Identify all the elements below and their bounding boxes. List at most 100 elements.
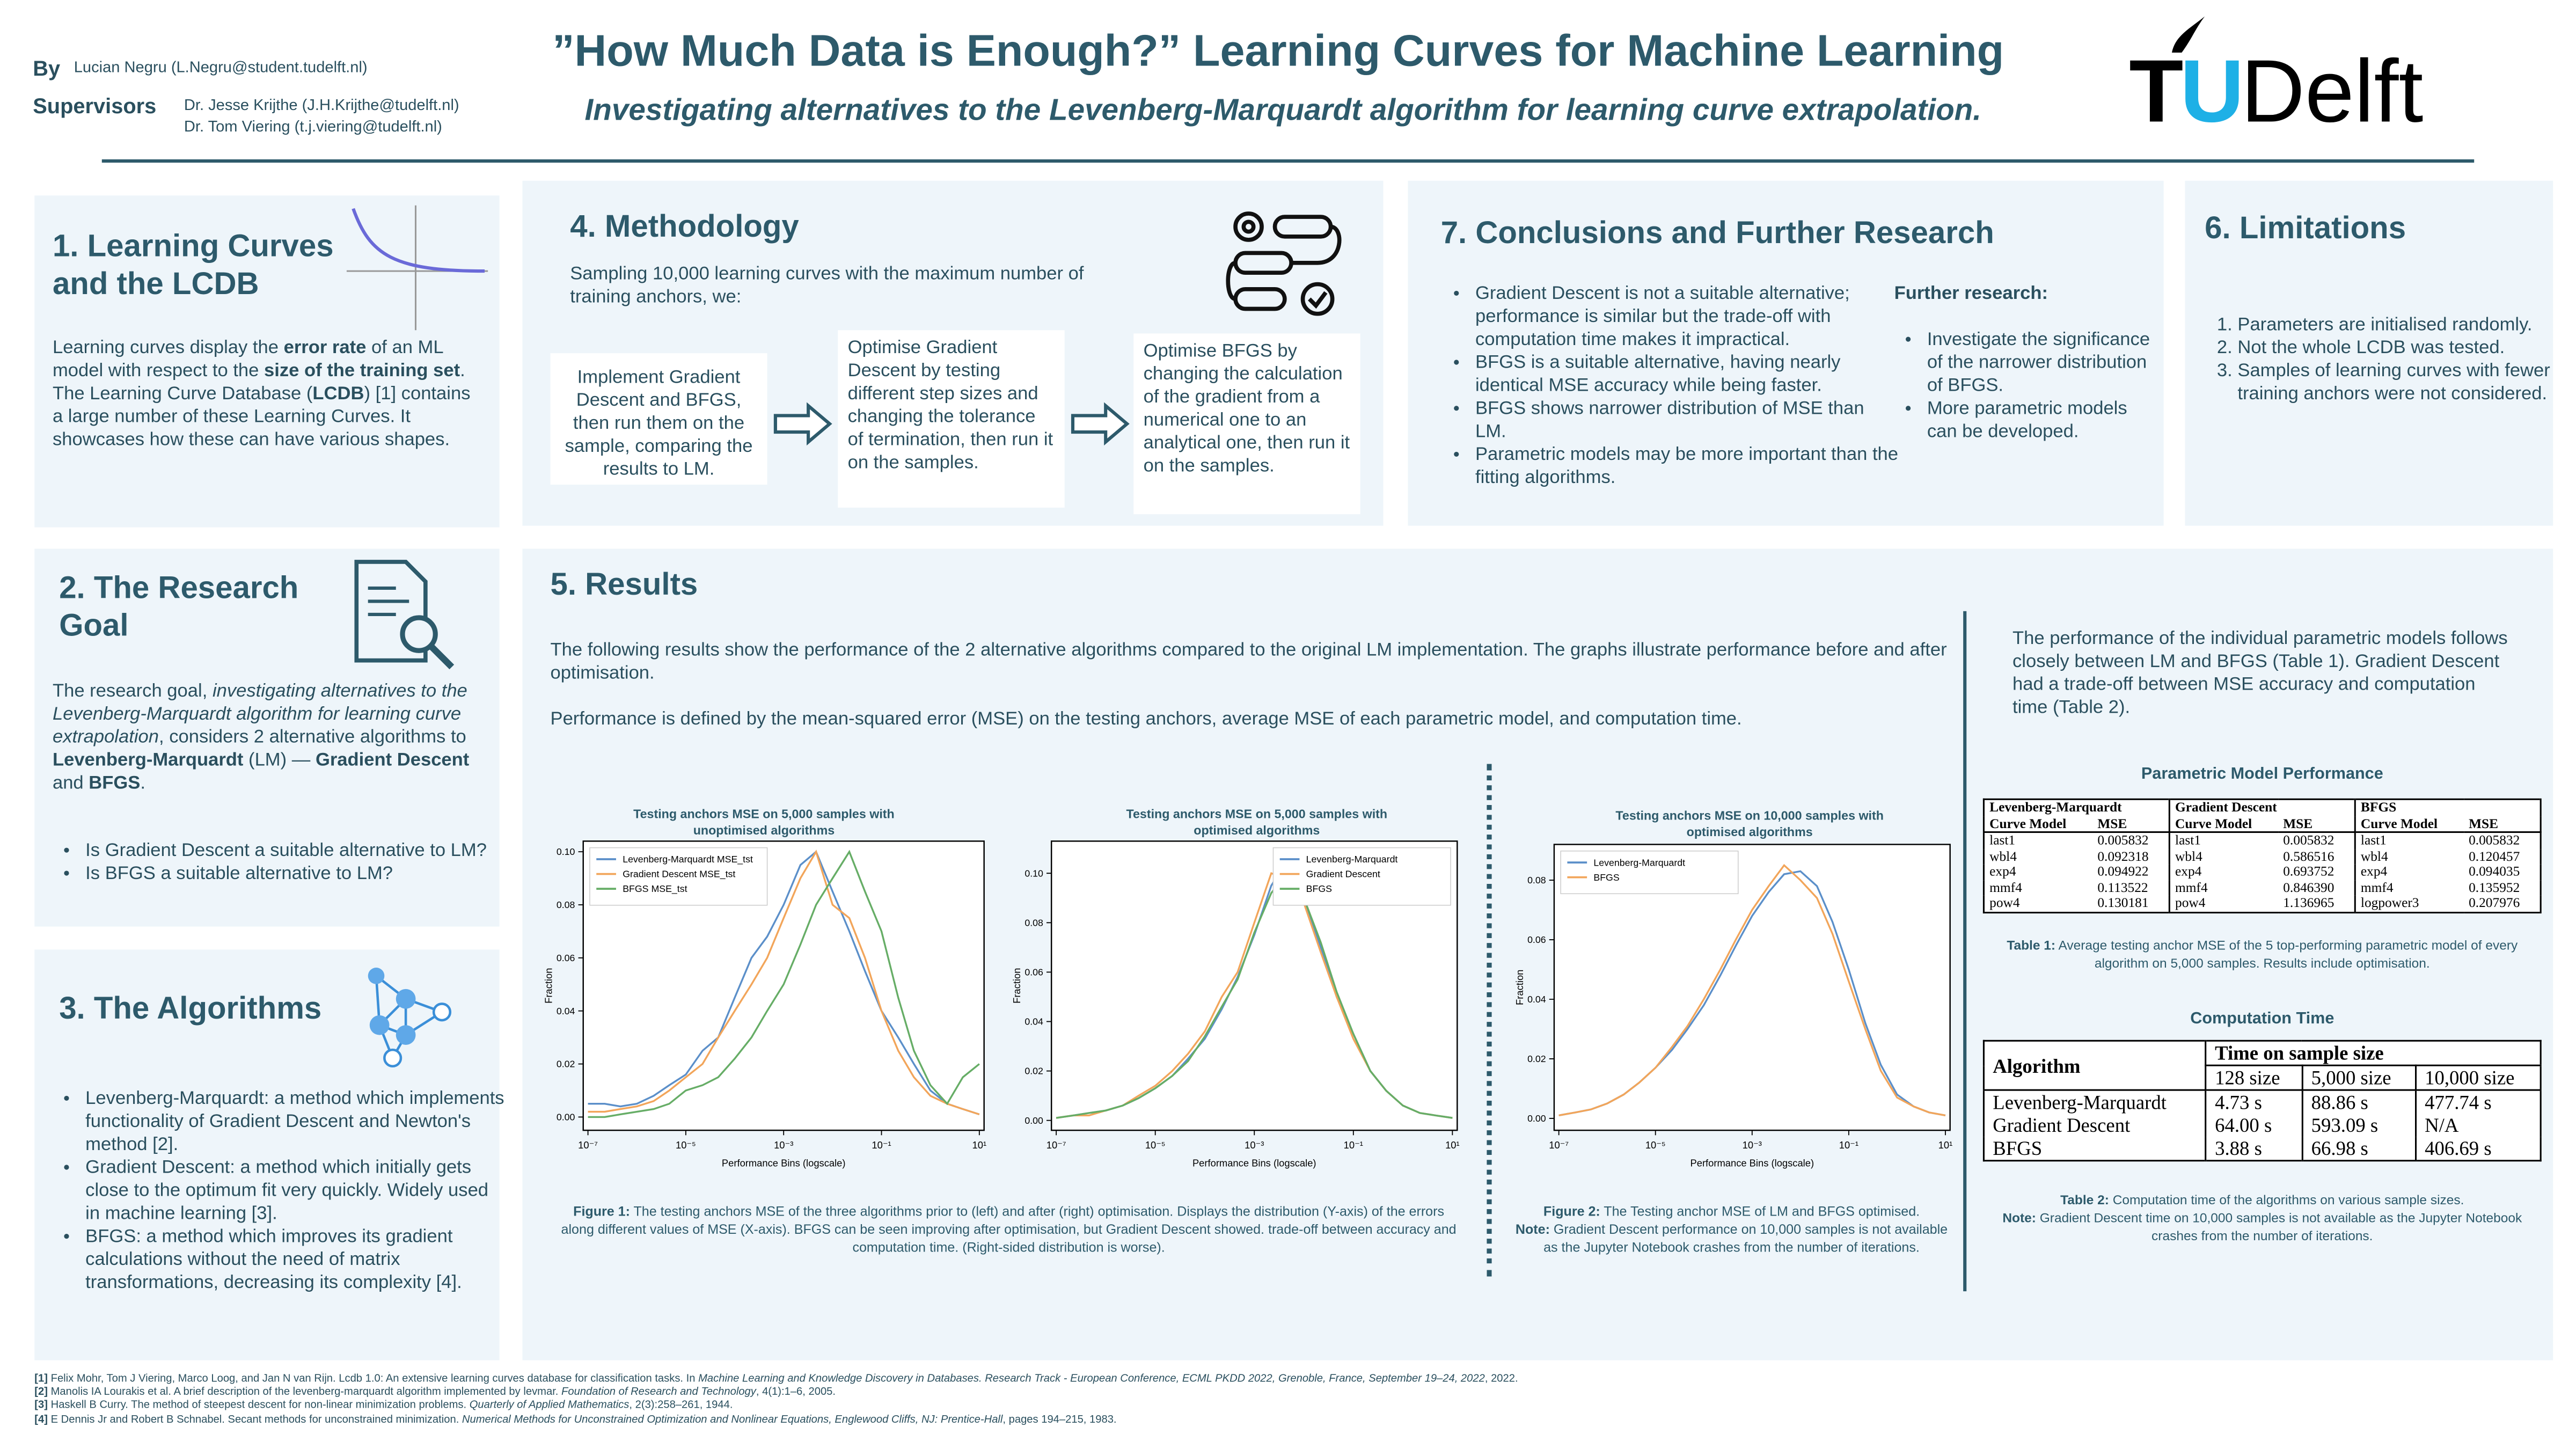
- line-series: [1056, 872, 1453, 1119]
- references: [1] Felix Mohr, Tom J Viering, Marco Loo…: [34, 1373, 2499, 1427]
- author: Lucian Negru (L.Negru@student.tudelft.nl…: [74, 59, 368, 77]
- caption-text: The testing anchors MSE of the three alg…: [561, 1204, 1457, 1255]
- x-tick-label: 10⁻⁷: [1046, 1139, 1066, 1151]
- reference-text: , 2022.: [1484, 1373, 1518, 1385]
- section-title: 6. Limitations: [2205, 211, 2406, 247]
- table-row: mmf4 0.113522 mmf4 0.846390 mmf4 0.135952: [1984, 880, 2542, 896]
- reference-number: [4]: [34, 1414, 48, 1425]
- table: Levenberg-Marquardt Gradient Descent BFGS C…: [1982, 798, 2542, 913]
- table-cell: exp4: [2360, 864, 2388, 879]
- body-text: Performance is defined by the mean-squar…: [550, 709, 1742, 730]
- x-tick-label: 10¹: [1445, 1139, 1460, 1151]
- table-row: last1 0.005832 last1 0.005832 last1 0.005832: [1984, 832, 2542, 849]
- table-cell: mmf4: [2175, 880, 2208, 895]
- reference: [1] Felix Mohr, Tom J Viering, Marco Loo…: [34, 1373, 2499, 1387]
- table-cell: 593.09 s: [2302, 1114, 2417, 1137]
- text: , considers 2 alternative algorithms to: [158, 728, 466, 748]
- figure-caption: Figure 1: The testing anchors MSE of the…: [559, 1203, 1459, 1257]
- workflow-icon: [1226, 211, 1342, 316]
- section-title: 1. Learning Curves and the LCDB: [52, 230, 334, 303]
- x-tick-label: 10⁻⁵: [1145, 1139, 1166, 1151]
- table-cell: 0.586516: [2278, 848, 2356, 865]
- y-tick-label: 0.10: [557, 846, 575, 857]
- supervisor: Dr. Jesse Krijthe (J.H.Krijthe@tudelft.n…: [184, 97, 459, 115]
- bullet: Parametric models may be more important …: [1475, 444, 1899, 490]
- caption-label: Figure 1:: [573, 1204, 630, 1219]
- panel-methodology: 4. Methodology Sampling 10,000 learning …: [522, 180, 1384, 526]
- table-cell: N/A: [2425, 1114, 2459, 1137]
- reference: [3] Haskell B Curry. The method of steep…: [34, 1400, 2499, 1414]
- table-group: Levenberg-Marquardt: [1984, 799, 2170, 816]
- supervisors-label: Supervisors: [33, 93, 157, 119]
- text: The research goal,: [52, 682, 213, 702]
- section-title: 2. The Research Goal: [59, 572, 299, 644]
- reference-text: Felix Mohr, Tom J Viering, Marco Loog, a…: [50, 1373, 699, 1385]
- caption-label: Note:: [1515, 1222, 1550, 1238]
- separator: [1487, 764, 1492, 1277]
- text: error rate: [283, 338, 367, 358]
- y-tick-label: 0.06: [557, 953, 575, 963]
- line-series: [588, 850, 980, 1118]
- section-title: 7. Conclusions and Further Research: [1440, 217, 1994, 252]
- table-header: Curve Model: [2169, 815, 2279, 833]
- chart-title: Testing anchors MSE on 10,000 samples wi…: [1615, 808, 1884, 840]
- legend-label: BFGS MSE_tst: [623, 883, 687, 895]
- list-item: Not the whole LCDB was tested.: [2237, 337, 2566, 360]
- list-item: Samples of learning curves with fewer tr…: [2237, 360, 2566, 406]
- reference-text: Manolis IA Lourakis et al. A brief descr…: [50, 1387, 562, 1399]
- method-step: Optimise Gradient Descent by testing dif…: [838, 330, 1065, 508]
- logo-t: T: [2129, 42, 2183, 142]
- table-cell: 0.092318: [2092, 848, 2170, 865]
- curve-icon: [346, 205, 488, 331]
- table-cell: 0.207976: [2463, 895, 2542, 912]
- table-cell: 88.86 s: [2302, 1090, 2417, 1114]
- reference-text: E Dennis Jr and Robert B Schnabel. Secan…: [50, 1414, 462, 1425]
- chart-title: Testing anchors MSE on 5,000 samples wit…: [1126, 807, 1388, 838]
- table-cell: wbl4: [1989, 848, 2017, 863]
- bullet: Levenberg-Marquardt: a method which impl…: [85, 1088, 504, 1157]
- reference-number: [1]: [34, 1373, 48, 1385]
- y-tick-label: 0.00: [1024, 1115, 1043, 1126]
- y-tick-label: 0.02: [1024, 1066, 1043, 1077]
- x-axis-label: Performance Bins (logscale): [722, 1157, 846, 1168]
- table-caption: Table 1: Average testing anchor MSE of t…: [1988, 936, 2536, 972]
- y-tick-label: 0.00: [557, 1112, 575, 1123]
- reference-text: , 4(1):1–6, 2005.: [756, 1387, 836, 1399]
- text: Levenberg-Marquardt: [52, 750, 244, 771]
- panel-limitations: 6. Limitations Parameters are initialise…: [2185, 180, 2553, 526]
- y-tick-label: 0.06: [1024, 967, 1043, 978]
- legend-box: [589, 847, 768, 906]
- x-tick-label: 10⁻³: [1245, 1139, 1264, 1151]
- table-header: Algorithm: [1984, 1041, 2207, 1091]
- legend-label: Levenberg-Marquardt: [1593, 857, 1685, 868]
- y-tick-label: 0.04: [557, 1006, 575, 1016]
- caption-label: Table 2:: [2060, 1192, 2109, 1208]
- method-step: Optimise BFGS by changing the calculatio…: [1133, 333, 1360, 515]
- bullet: Gradient Descent: a method which initial…: [85, 1157, 504, 1226]
- x-tick-label: 10⁻⁷: [578, 1139, 598, 1151]
- x-axis-label: Performance Bins (logscale): [1192, 1157, 1316, 1168]
- table-cell: 0.693752: [2278, 864, 2356, 880]
- table: Algorithm Time on sample size 128 size 5,0…: [1982, 1040, 2542, 1162]
- table-header: Curve Model: [2355, 815, 2464, 833]
- legend-box: [1272, 847, 1451, 906]
- caption-text: Gradient Descent time on 10,000 samples …: [2036, 1211, 2522, 1244]
- bullet-list: Is Gradient Descent a suitable alternati…: [53, 839, 496, 885]
- text: .: [140, 773, 146, 794]
- table-title: Parametric Model Performance: [2141, 765, 2383, 784]
- x-tick-label: 10⁻¹: [872, 1139, 891, 1151]
- body-text: The following results show the performan…: [550, 640, 1947, 684]
- logo-flame: [2171, 16, 2205, 53]
- bullet: BFGS: a method which improves its gradie…: [85, 1226, 504, 1295]
- panel-learning-curves: 1. Learning Curves and the LCDB Learning…: [34, 195, 500, 528]
- table-row: Levenberg-Marquardt 4.73 s 88.86 s 477.74 s: [1984, 1090, 2541, 1114]
- x-tick-label: 10⁻⁵: [676, 1139, 696, 1151]
- table-group: Gradient Descent: [2169, 799, 2356, 816]
- bullet-list: Levenberg-Marquardt: a method which impl…: [53, 1088, 504, 1295]
- table-row: exp4 0.094922 exp4 0.693752 exp4 0.094035: [1984, 864, 2542, 880]
- separator: [1963, 611, 1967, 1292]
- table-cell: 0.005832: [2278, 832, 2356, 849]
- table-cell: pow4: [1989, 895, 2020, 910]
- table-header: 10,000 size: [2416, 1065, 2541, 1091]
- logo-delft: Delft: [2241, 42, 2424, 142]
